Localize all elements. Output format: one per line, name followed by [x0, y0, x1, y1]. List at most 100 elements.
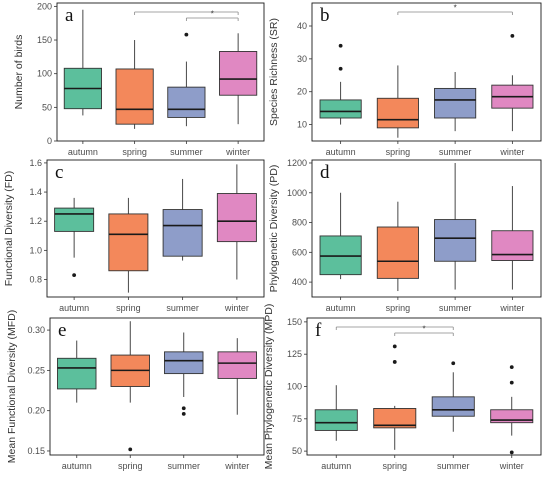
y-axis-title: Species Richness (SR) — [268, 18, 280, 126]
y-tick-label: 100 — [37, 69, 52, 79]
plot-frame — [56, 2, 265, 142]
x-tick-label: winter — [225, 147, 250, 157]
significance-label: * — [211, 10, 214, 19]
x-tick-label: autumn — [326, 303, 356, 313]
box-spring — [108, 197, 149, 293]
iqr-box — [434, 219, 477, 262]
iqr-box — [219, 51, 258, 96]
box-summer — [431, 361, 475, 432]
box-summer — [162, 178, 203, 261]
plot-frame — [306, 317, 542, 456]
significance-bracket — [335, 326, 454, 330]
outlier-point — [510, 33, 515, 38]
iqr-box — [164, 351, 204, 375]
y-axis-title: Phylogenetic Diversity (PD) — [268, 165, 280, 293]
x-tick-label: summer — [167, 461, 200, 471]
iqr-box — [376, 97, 419, 129]
x-tick-label: winter — [224, 461, 249, 471]
y-axis-title: Functional Diversity (FD) — [3, 171, 15, 287]
outlier-point — [181, 412, 186, 416]
y-tick-label: 0.20 — [27, 406, 45, 416]
iqr-box — [434, 87, 477, 119]
y-tick-label: 10 — [297, 120, 307, 130]
y-tick-label: 50 — [42, 102, 52, 112]
iqr-box — [54, 207, 95, 232]
significance-label: * — [454, 4, 457, 13]
y-tick-label: 1.6 — [29, 158, 42, 168]
y-axis-title: Number of birds — [13, 35, 25, 110]
x-tick-label: winter — [499, 461, 524, 471]
significance-bracket: * — [185, 10, 239, 21]
x-tick-label: summer — [439, 147, 472, 157]
box-winter — [219, 33, 258, 125]
x-tick-label: autumn — [62, 461, 92, 471]
panel-a: a 0 50 100 150 200 Number of birds autumn spring… — [13, 1, 265, 157]
iqr-box — [216, 193, 257, 243]
outlier-point — [392, 344, 397, 349]
y-tick-label: 0 — [47, 136, 52, 146]
y-tick-label: 800 — [292, 218, 307, 228]
outlier-point — [509, 450, 514, 455]
x-tick-label: summer — [439, 303, 472, 313]
iqr-box — [376, 226, 419, 279]
box-autumn — [319, 192, 362, 280]
box-summer — [164, 332, 204, 416]
y-tick-label: 200 — [37, 1, 52, 11]
x-tick-label: summer — [437, 461, 470, 471]
box-winter — [491, 33, 534, 132]
outlier-point — [184, 32, 189, 37]
outlier-point — [338, 66, 343, 71]
box-winter — [490, 365, 534, 455]
y-tick-label: 50 — [292, 446, 302, 456]
significance-bracket — [134, 11, 239, 15]
iqr-box — [431, 396, 475, 417]
x-tick-label: summer — [170, 147, 203, 157]
panel-letter: d — [320, 162, 330, 183]
outlier-point — [509, 365, 514, 370]
y-tick-label: 150 — [37, 35, 52, 45]
y-tick-label: 1200 — [287, 158, 307, 168]
iqr-box — [314, 409, 358, 431]
y-tick-label: 30 — [297, 54, 307, 64]
y-tick-label: 1000 — [287, 188, 307, 198]
x-tick-label: winter — [499, 147, 524, 157]
y-tick-label: 0.15 — [27, 446, 45, 456]
y-tick-label: 75 — [292, 414, 302, 424]
outlier-point — [72, 273, 77, 278]
y-tick-label: 600 — [292, 247, 307, 257]
x-tick-label: autumn — [321, 461, 351, 471]
iqr-box — [115, 68, 154, 125]
panel-letter: e — [58, 320, 66, 341]
x-tick-label: spring — [386, 147, 411, 157]
iqr-box — [491, 230, 534, 261]
box-spring — [110, 321, 150, 452]
x-tick-label: winter — [499, 303, 524, 313]
box-spring — [376, 201, 419, 292]
outlier-point — [338, 43, 343, 48]
outlier-point — [128, 447, 133, 452]
box-spring — [376, 65, 419, 138]
iqr-box — [167, 86, 206, 118]
box-autumn — [314, 385, 358, 441]
outlier-point — [181, 406, 186, 411]
x-tick-label: spring — [386, 303, 411, 313]
panel-e: e 0.15 0.20 0.25 0.30 Mean Functional Diversi… — [6, 310, 265, 471]
plot-frame — [311, 2, 542, 142]
outlier-point — [451, 361, 456, 366]
y-tick-label: 0.30 — [27, 325, 45, 335]
iqr-box — [57, 357, 97, 390]
y-tick-label: 400 — [292, 277, 307, 287]
x-tick-label: autumn — [68, 147, 98, 157]
y-tick-label: 1.2 — [29, 216, 42, 226]
x-tick-label: winter — [224, 303, 249, 313]
y-axis-title: Mean Phylogenetic Diversity (MPD) — [263, 304, 275, 470]
iqr-box — [319, 99, 362, 119]
x-tick-label: spring — [116, 303, 141, 313]
box-winter — [216, 164, 257, 280]
box-autumn — [57, 340, 97, 403]
x-tick-label: spring — [382, 461, 407, 471]
x-tick-label: autumn — [326, 147, 356, 157]
panel-c: c 0.8 1.0 1.2 1.4 1.6 Functional Diversity (FD… — [3, 158, 265, 313]
x-tick-label: summer — [166, 303, 199, 313]
box-autumn — [63, 9, 102, 116]
